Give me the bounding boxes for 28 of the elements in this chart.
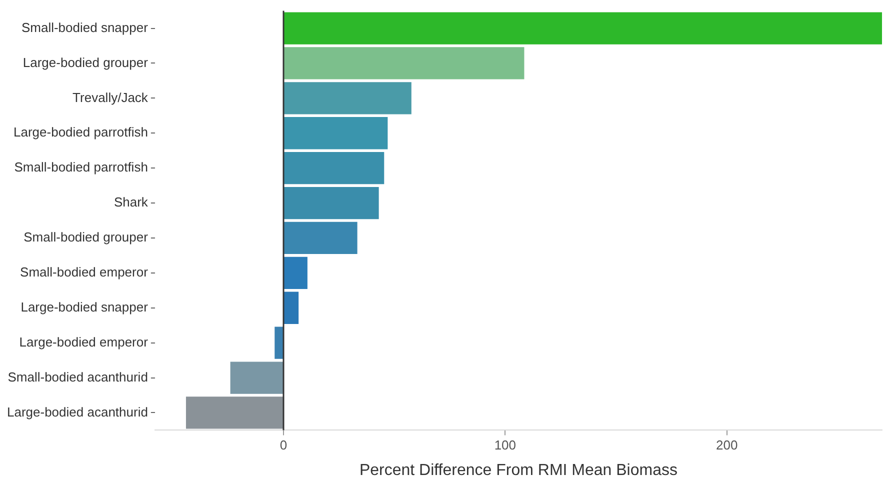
bar (186, 396, 284, 429)
bar (284, 186, 379, 220)
y-tick-label: Small-bodied acanthurid (8, 369, 148, 384)
bar (284, 152, 384, 184)
bar (284, 82, 412, 114)
y-tick-label: Large-bodied snapper (20, 299, 149, 314)
y-tick-label: Small-bodied parrotfish (14, 160, 148, 175)
x-tick-label: 0 (280, 438, 288, 453)
bar (284, 12, 882, 44)
x-axis-title: Percent Difference From RMI Mean Biomass (359, 462, 678, 479)
x-tick-label: 200 (716, 438, 738, 453)
bar (274, 326, 284, 359)
bar (284, 117, 388, 150)
y-tick-label: Small-bodied snapper (21, 20, 149, 35)
bar (284, 292, 299, 324)
y-tick-label: Large-bodied grouper (22, 54, 149, 70)
y-tick-label: Large-bodied parrotfish (14, 124, 148, 140)
bar (284, 256, 308, 289)
y-tick-label: Trevally/Jack (72, 90, 148, 105)
y-tick-label: Large-bodied acanthurid (7, 404, 148, 420)
bar (284, 47, 524, 80)
x-tick-label: 100 (494, 438, 516, 453)
bar (284, 222, 358, 254)
y-tick-label: Shark (114, 194, 148, 210)
y-tick-label: Small-bodied emperor (20, 264, 149, 280)
y-tick-label: Large-bodied emperor (19, 334, 149, 350)
y-tick-label: Small-bodied grouper (24, 230, 149, 245)
bar (230, 362, 284, 394)
